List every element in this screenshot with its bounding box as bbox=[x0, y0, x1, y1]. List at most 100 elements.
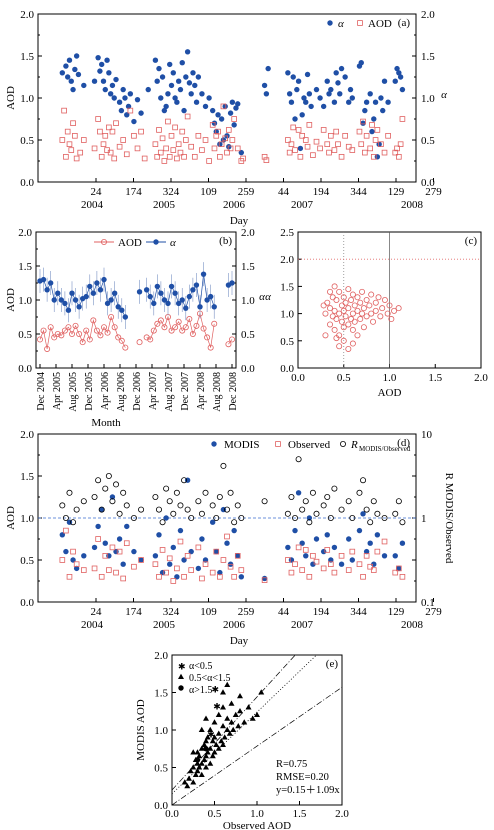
panel-b-point bbox=[158, 290, 164, 296]
panel-a-point-aod bbox=[220, 103, 227, 110]
panel-c-point bbox=[342, 299, 349, 306]
panel-d-ytick-label: 0.5 bbox=[20, 555, 34, 567]
panel-a-point-aod bbox=[211, 145, 218, 152]
panel-e-point bbox=[211, 719, 218, 725]
panel-a-point-aod bbox=[302, 137, 309, 143]
panel-c-point bbox=[372, 307, 379, 314]
panel-b-y2tick-label: 2.0 bbox=[241, 227, 255, 239]
panel-a-point-aod bbox=[95, 116, 101, 122]
panel-d-point-modis bbox=[177, 527, 184, 534]
panel-d-point-modis bbox=[167, 561, 173, 567]
panel-a-point-aod bbox=[70, 120, 76, 127]
panel-d-xtick-label: 194 bbox=[313, 606, 330, 618]
panel-a-point-aod bbox=[64, 128, 71, 135]
panel-b-point bbox=[111, 324, 118, 331]
panel-d-point-modis bbox=[217, 569, 223, 576]
panel-a-point-aod bbox=[97, 128, 103, 135]
panel-a-point-alpha bbox=[109, 82, 116, 89]
panel-d-point-observed bbox=[202, 561, 209, 567]
panel-a-point-alpha bbox=[91, 78, 98, 84]
panel-c-point bbox=[388, 316, 395, 323]
panel-c-point bbox=[340, 307, 347, 314]
panel-a-point-aod bbox=[177, 149, 184, 156]
panel-e-point bbox=[254, 711, 260, 717]
panel-c-point bbox=[338, 302, 345, 309]
panel-a-point-alpha bbox=[342, 74, 348, 80]
panel-a-point-alpha bbox=[299, 112, 305, 118]
panel-a-point-alpha bbox=[308, 103, 314, 110]
panel-a-point-alpha bbox=[134, 96, 141, 103]
panel-c-point bbox=[391, 307, 398, 314]
panel-a-point-aod bbox=[285, 137, 291, 143]
panel-e-point bbox=[220, 704, 226, 710]
panel-c-point bbox=[333, 296, 340, 303]
panel-b-point bbox=[193, 322, 200, 329]
panel-d-point-modis bbox=[331, 544, 338, 551]
panel-a-ylabel: AOD bbox=[5, 86, 17, 110]
panel-b-point bbox=[147, 293, 153, 300]
panel-c-point bbox=[338, 318, 345, 325]
panel-a-point-aod bbox=[397, 141, 404, 148]
panel-a-point-alpha bbox=[152, 57, 159, 63]
panel-d-point-observed bbox=[174, 565, 180, 572]
panel-a-point-alpha bbox=[238, 149, 245, 156]
panel-d-point-modis bbox=[106, 553, 112, 559]
panel-c-point bbox=[342, 313, 349, 320]
panel-b-point bbox=[79, 339, 86, 346]
panel-a-point-aod bbox=[61, 107, 67, 114]
panel-a-year-label: 2008 bbox=[401, 199, 424, 211]
panel-d-point-r bbox=[155, 506, 162, 513]
panel-d-point-observed bbox=[113, 569, 119, 576]
panel-a-xtick-label: 279 bbox=[425, 186, 442, 198]
panel-b-point bbox=[143, 287, 150, 293]
panel-b-y2tick-label: 1.0 bbox=[241, 295, 255, 307]
panel-b-point bbox=[101, 324, 108, 331]
panel-a-point-alpha bbox=[303, 99, 309, 105]
panel-d-point-modis bbox=[295, 490, 302, 496]
panel-a-point-aod bbox=[224, 149, 230, 156]
panel-d-xtick-label: 259 bbox=[238, 606, 255, 618]
panel-d-point-r bbox=[238, 515, 245, 522]
panel-d-point-modis bbox=[338, 561, 345, 567]
panel-e-point bbox=[198, 726, 205, 732]
panel-e-point bbox=[224, 715, 231, 721]
panel-b-point bbox=[200, 271, 207, 277]
panel-a-point-alpha bbox=[199, 91, 205, 97]
panel-a-point-aod bbox=[188, 143, 195, 150]
panel-d-point-observed bbox=[66, 574, 73, 580]
panel-b-point bbox=[175, 318, 182, 325]
panel-b-point bbox=[151, 300, 157, 307]
legend-r-label: R bbox=[350, 439, 358, 451]
panel-d-point-modis bbox=[328, 557, 334, 563]
legend-modis-marker bbox=[211, 441, 217, 447]
panel-a-point-alpha bbox=[68, 78, 74, 84]
panel-d-point-r bbox=[302, 498, 309, 505]
panel-a-point-aod bbox=[326, 149, 332, 156]
panel-b-point bbox=[190, 287, 196, 293]
panel-b-xtick-label: Dec 2007 bbox=[180, 372, 191, 411]
panel-a-point-aod bbox=[81, 137, 87, 143]
panel-a-point-alpha bbox=[111, 95, 117, 101]
panel-d-point-modis bbox=[195, 565, 202, 572]
panel-d-point-observed bbox=[356, 561, 363, 567]
panel-a-point-aod bbox=[215, 128, 221, 135]
panel-d-point-observed bbox=[98, 574, 105, 580]
panel-e-point bbox=[237, 693, 243, 699]
panel-c-point bbox=[349, 291, 356, 298]
panel-a-point-alpha bbox=[195, 74, 202, 80]
panel-c-point bbox=[349, 310, 356, 317]
panel-a-point-aod bbox=[131, 132, 137, 139]
panel-e-ytick-label: 1.5 bbox=[154, 688, 168, 700]
panel-b-point bbox=[179, 327, 186, 334]
panel-c-point bbox=[372, 299, 379, 306]
panel-e-point bbox=[186, 775, 192, 781]
panel-a-point-alpha bbox=[174, 99, 180, 105]
panel-d-point-observed bbox=[328, 561, 334, 567]
panel-d-xtick-label: 279 bbox=[425, 606, 442, 618]
panel-c-point bbox=[333, 335, 340, 342]
panel-b-label: (b) bbox=[219, 235, 232, 247]
panel-c-point bbox=[333, 316, 340, 323]
panel-d-point-r bbox=[284, 510, 291, 517]
panel-a-point-alpha bbox=[63, 63, 69, 69]
panel-c-point bbox=[327, 305, 334, 312]
